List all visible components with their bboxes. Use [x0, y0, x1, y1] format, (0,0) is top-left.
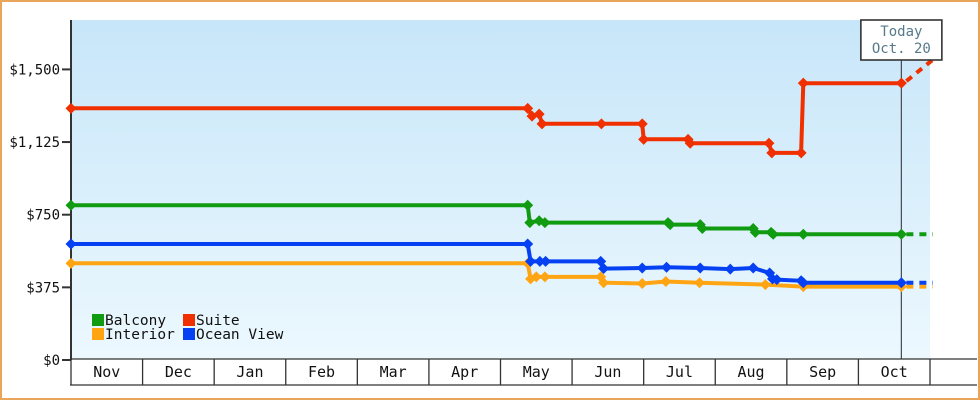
legend-label-ocean-view: Ocean View	[196, 327, 284, 343]
interior-marker	[636, 277, 648, 289]
month-label: Dec	[165, 363, 192, 381]
interior-marker	[539, 271, 551, 283]
month-label: Sep	[809, 363, 836, 381]
ocean-view-marker	[694, 262, 706, 274]
suite-marker	[795, 147, 807, 159]
suite-marker	[536, 118, 548, 130]
month-label: Jul	[666, 363, 693, 381]
legend-swatch-balcony	[92, 314, 104, 326]
suite-marker	[684, 137, 696, 149]
month-label: Nov	[93, 363, 120, 381]
balcony-marker	[539, 217, 551, 229]
y-tick-label: $1,500	[9, 62, 60, 78]
ocean-view-marker	[747, 262, 759, 274]
month-label: Apr	[451, 363, 478, 381]
ocean-view-marker	[598, 263, 610, 275]
suite-marker	[533, 108, 545, 120]
month-label: Mar	[380, 363, 407, 381]
suite-marker	[763, 137, 775, 149]
y-tick-label: $0	[43, 353, 60, 369]
y-tick	[62, 359, 71, 361]
interior-marker	[598, 277, 610, 289]
interior-marker	[65, 257, 77, 269]
balcony-marker	[524, 217, 536, 229]
y-tick-label: $375	[26, 280, 60, 296]
today-box	[860, 19, 943, 61]
interior-marker	[759, 279, 771, 291]
balcony-marker	[65, 199, 77, 211]
month-label: Jun	[594, 363, 621, 381]
y-tick-label: $750	[26, 208, 60, 224]
month-label: May	[523, 363, 550, 381]
ocean-view-marker	[525, 255, 537, 267]
month-label: Feb	[308, 363, 335, 381]
legend-swatch-ocean-view	[183, 328, 195, 340]
suite-marker	[638, 133, 650, 145]
month-label: Jan	[236, 363, 263, 381]
ocean-view-marker	[797, 277, 809, 289]
suite-marker	[522, 102, 534, 114]
today-box-date: Oct. 20	[872, 41, 931, 57]
balcony-marker	[664, 219, 676, 231]
suite-marker	[636, 118, 648, 130]
y-tick	[62, 286, 71, 289]
ocean-view-marker	[534, 255, 546, 267]
suite-marker	[797, 77, 809, 89]
suite-marker	[595, 118, 607, 130]
ocean-view-marker	[895, 277, 907, 289]
month-label: Aug	[737, 363, 764, 381]
ocean-view-marker	[540, 255, 552, 267]
balcony-marker	[767, 228, 779, 240]
interior-marker	[530, 271, 542, 283]
legend-label-interior: Interior	[105, 327, 175, 343]
ocean-view-marker	[65, 238, 77, 250]
ocean-view-marker	[724, 263, 736, 275]
ocean-view-marker	[771, 274, 783, 286]
balcony-marker	[895, 228, 907, 240]
today-box-title: Today	[880, 24, 922, 40]
month-label: Oct	[881, 363, 908, 381]
ocean-view-marker	[522, 238, 534, 250]
suite-marker	[895, 77, 907, 89]
balcony-marker	[797, 228, 809, 240]
ocean-view-marker	[636, 262, 648, 274]
interior-marker	[660, 276, 672, 288]
suite-projection-dashes	[905, 58, 935, 83]
y-tick-label: $1,125	[9, 135, 60, 151]
y-tick	[62, 213, 71, 216]
suite-marker	[766, 147, 778, 159]
y-tick	[62, 68, 71, 71]
legend-label-balcony: Balcony	[105, 313, 166, 329]
balcony-marker	[522, 199, 534, 211]
suite-marker	[65, 102, 77, 114]
legend-swatch-suite	[183, 314, 195, 326]
y-axis-line	[70, 20, 72, 360]
interior-marker	[694, 277, 706, 289]
ocean-view-marker	[661, 261, 673, 273]
legend-label-suite: Suite	[196, 313, 240, 329]
y-tick	[62, 141, 71, 144]
balcony-marker	[749, 226, 761, 238]
legend-swatch-interior	[92, 328, 104, 340]
balcony-marker	[696, 222, 708, 234]
plot-area	[71, 20, 930, 359]
